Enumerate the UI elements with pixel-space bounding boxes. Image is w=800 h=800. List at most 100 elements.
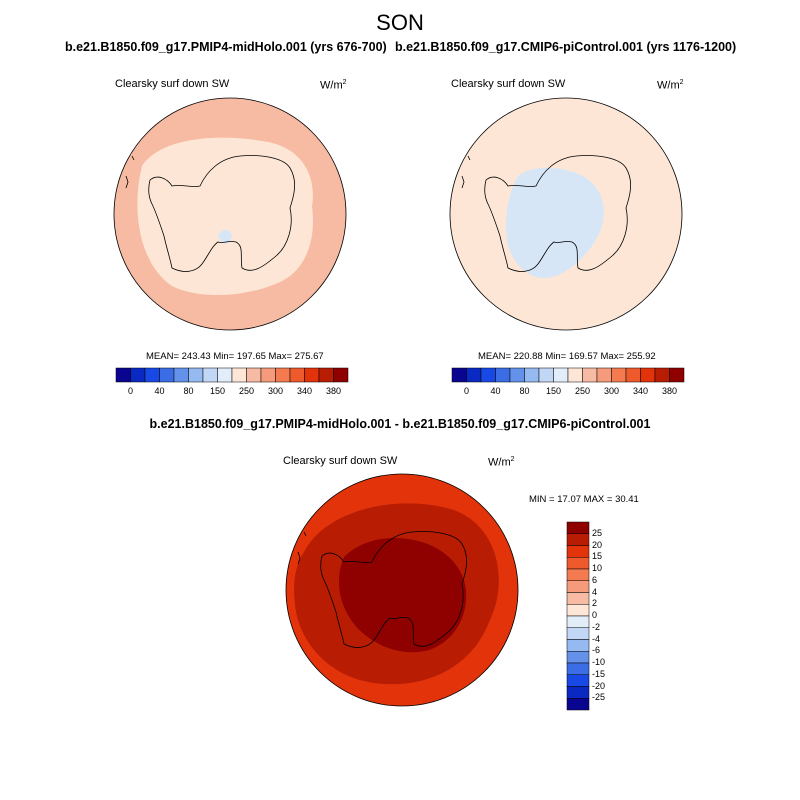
colorbar-tick-label: 4 [592,586,598,597]
colorbar-tick-label: 300 [603,386,620,396]
colorbar-box [144,367,160,383]
colorbar-box [566,674,590,687]
colorbar-tick-label: 40 [490,386,501,396]
panel1-colorbar-ticks: 0 40 80 150 250 300 340 380 [116,386,348,398]
diff-colorbar-ticks: 25 20 15 10 6 4 2 0 -2 -4 -6 -10 -15 -20 -25 [592,522,622,710]
panel2-variable-label: Clearsky surf down SW [451,78,566,90]
colorbar-tick-label: -25 [592,692,606,703]
colorbar-tick-label: 150 [545,386,562,396]
panel1-stats: MEAN= 243.43 Min= 197.65 Max= 275.67 [146,351,324,362]
panel1-variable-label: Clearsky surf down SW [115,78,230,90]
panel1-map [113,97,347,331]
colorbar-box [596,367,612,383]
colorbar-box [509,367,525,383]
colorbar-box [582,367,598,383]
colorbar-box [640,367,656,383]
colorbar-box [115,367,131,383]
colorbar-box [130,367,146,383]
colorbar-box [246,367,262,383]
colorbar-tick-label: 380 [325,386,342,396]
colorbar-box [566,615,590,628]
panel2-case-title: b.e21.B1850.f09_g17.CMIP6-piControl.001 … [395,40,737,54]
colorbar-tick-label: 15 [592,551,603,562]
colorbar-tick-label: 380 [661,386,678,396]
colorbar-tick-label: 0 [463,386,470,396]
diff-units: W/m2 [488,456,515,469]
colorbar-tick-label: -15 [592,668,606,679]
colorbar-tick-label: 6 [592,574,598,585]
colorbar-box [566,686,590,699]
colorbar-box [318,367,334,383]
colorbar-tick-label: -4 [592,633,601,644]
colorbar-tick-label: -6 [592,645,601,656]
colorbar-tick-label: -2 [592,621,601,632]
colorbar-box [567,367,583,383]
colorbar-box [333,367,349,383]
colorbar-box [524,367,540,383]
colorbar-box [495,367,511,383]
figure-title: SON [376,10,424,35]
colorbar-tick-label: 150 [209,386,226,396]
colorbar-tick-label: 40 [154,386,165,396]
colorbar-tick-label: -10 [592,657,606,667]
colorbar-tick-label: 340 [296,386,313,396]
diff-stats: MIN = 17.07 MAX = 30.41 [529,494,639,505]
panel2-units: W/m2 [657,79,684,92]
colorbar-box [566,545,590,558]
colorbar-box [566,557,590,570]
colorbar-box [566,592,590,605]
colorbar-box [566,698,590,711]
colorbar-tick-label: 10 [592,563,603,573]
diff-variable-label: Clearsky surf down SW [283,455,398,467]
colorbar-box [625,367,641,383]
colorbar-tick-label: -20 [592,680,606,691]
colorbar-box [451,367,467,383]
colorbar-box [188,367,204,383]
colorbar-box [611,367,627,383]
colorbar-box [566,662,590,675]
colorbar-box [231,367,247,383]
diff-colorbar [566,521,590,711]
colorbar-box [654,367,670,383]
panel2-stats: MEAN= 220.88 Min= 169.57 Max= 255.92 [478,351,656,362]
colorbar-tick-label: 300 [267,386,284,396]
diff-title: b.e21.B1850.f09_g17.PMIP4-midHolo.001 - … [149,417,651,431]
panel1-colorbar [115,367,349,383]
colorbar-tick-label: 250 [574,386,591,396]
colorbar-box [669,367,685,383]
colorbar-box [566,533,590,546]
panel2-map [449,97,683,331]
colorbar-box [480,367,496,383]
colorbar-box [289,367,305,383]
colorbar-box [202,367,218,383]
colorbar-tick-label: 340 [632,386,649,396]
colorbar-tick-label: 250 [238,386,255,396]
colorbar-box [566,639,590,652]
colorbar-box [304,367,320,383]
colorbar-tick-label: 2 [592,598,598,609]
colorbar-tick-label: 0 [127,386,134,396]
colorbar-box [260,367,276,383]
colorbar-box [275,367,291,383]
colorbar-box [566,580,590,593]
colorbar-box [553,367,569,383]
panel2-colorbar [451,367,685,383]
colorbar-box [566,627,590,640]
colorbar-box [217,367,233,383]
colorbar-box [173,367,189,383]
colorbar-box [159,367,175,383]
colorbar-box [466,367,482,383]
panel2-colorbar-ticks: 0 40 80 150 250 300 340 380 [452,386,684,398]
colorbar-box [538,367,554,383]
colorbar-box [566,568,590,581]
diff-map [285,473,519,707]
colorbar-tick-label: 0 [592,610,598,620]
panel1-units: W/m2 [320,79,347,92]
colorbar-tick-label: 80 [519,386,530,396]
colorbar-box [566,521,590,534]
colorbar-tick-label: 80 [183,386,194,396]
colorbar-box [566,651,590,664]
colorbar-box [566,604,590,617]
colorbar-tick-label: 20 [592,539,603,550]
colorbar-tick-label: 25 [592,527,603,538]
